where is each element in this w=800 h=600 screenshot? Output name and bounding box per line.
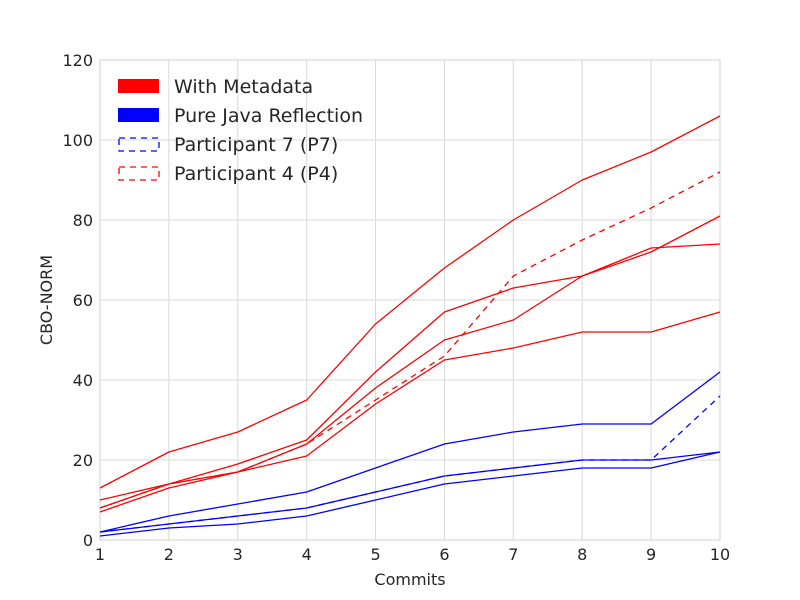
y-axis-ticks: 0 20 40 60 80 100 120 — [62, 51, 93, 550]
x-axis-ticks: 1 2 3 4 5 6 7 8 9 10 — [95, 545, 730, 564]
legend: With Metadata Pure Java Reflection Partici… — [118, 76, 363, 185]
series-line — [99, 311, 721, 501]
legend-label: Participant 7 (P7) — [174, 134, 338, 156]
legend-label: With Metadata — [174, 76, 313, 98]
y-tick-label: 40 — [73, 371, 93, 390]
y-tick-label: 100 — [62, 131, 93, 150]
x-tick-label: 4 — [302, 545, 312, 564]
series-line — [99, 371, 721, 533]
legend-swatch — [118, 79, 159, 93]
legend-swatch — [118, 137, 160, 152]
series-line — [99, 451, 721, 537]
series-line — [99, 115, 721, 489]
legend-label: Pure Java Reflection — [174, 105, 363, 127]
x-tick-label: 3 — [233, 545, 243, 564]
plot-frame — [99, 59, 721, 541]
y-tick-label: 80 — [73, 211, 93, 230]
y-tick-label: 20 — [73, 451, 93, 470]
x-tick-label: 6 — [439, 545, 449, 564]
x-tick-label: 2 — [164, 545, 174, 564]
y-tick-label: 120 — [62, 51, 93, 70]
y-tick-label: 0 — [83, 531, 93, 550]
x-tick-label: 5 — [370, 545, 380, 564]
series-line — [99, 395, 721, 533]
legend-swatch — [118, 166, 160, 181]
x-axis-label: Commits — [374, 570, 445, 589]
y-tick-label: 60 — [73, 291, 93, 310]
series-line — [99, 243, 721, 513]
x-tick-label: 7 — [508, 545, 518, 564]
series-lines — [99, 115, 721, 537]
legend-label: Participant 4 (P4) — [174, 163, 338, 185]
series-line — [99, 215, 721, 509]
y-axis-label: CBO-NORM — [37, 255, 56, 345]
x-tick-label: 10 — [710, 545, 730, 564]
x-tick-label: 8 — [577, 545, 587, 564]
x-tick-label: 1 — [95, 545, 105, 564]
legend-swatch — [118, 108, 159, 122]
x-tick-label: 9 — [646, 545, 656, 564]
